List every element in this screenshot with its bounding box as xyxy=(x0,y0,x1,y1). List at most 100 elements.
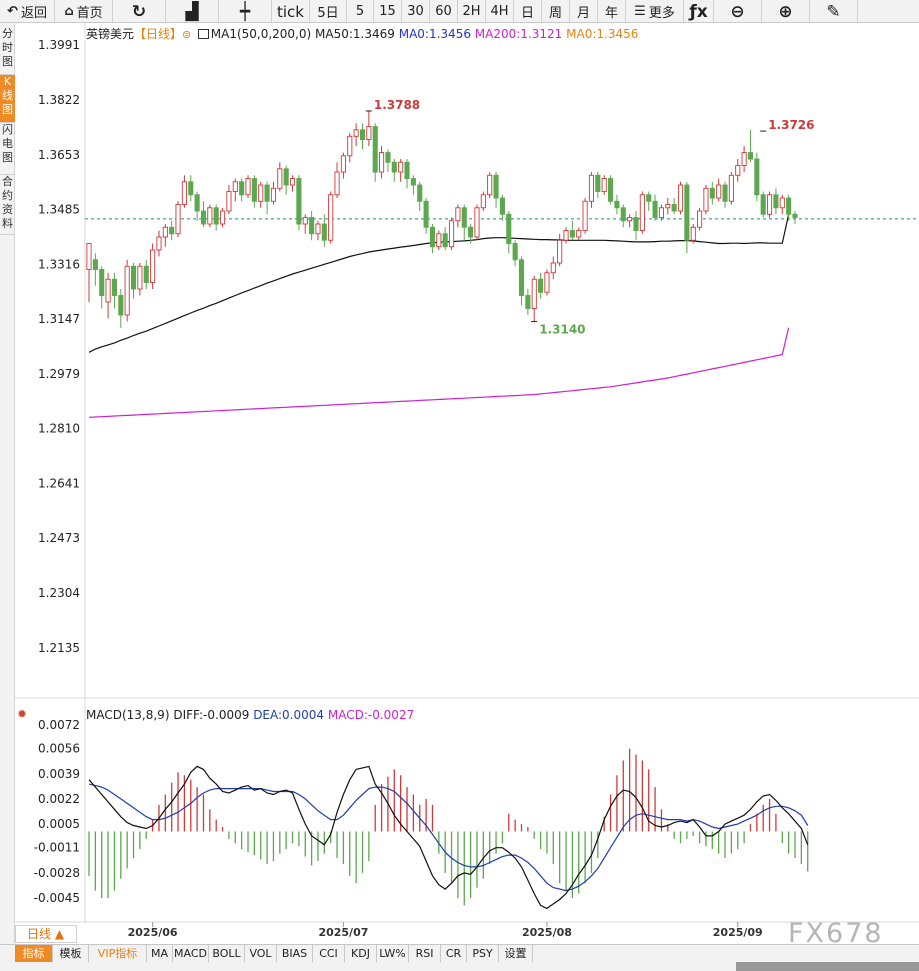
toolbar: ↶ 返回 ⌂ 首页 ↻ ▟ ┿ tick 5日 5 15 30 60 2H 4H 日周月年 ☰ 更多 ƒx ⊖ ⊕ ✎ xyxy=(0,0,919,23)
candle xyxy=(175,204,181,235)
toolbar-button-日[interactable]: 日 xyxy=(514,0,542,23)
indicator-tab-MA[interactable]: MA xyxy=(147,945,173,962)
macd-dea: DEA:0.0004 xyxy=(253,708,325,722)
toolbar-label: tick xyxy=(277,2,304,21)
candle xyxy=(188,181,194,196)
candle xyxy=(391,161,397,173)
legend-ma1: MA1(50,0,200,0) xyxy=(210,27,312,41)
candle xyxy=(264,184,270,202)
candle xyxy=(773,194,779,209)
horizontal-scrollbar[interactable] xyxy=(736,962,919,971)
toolbar-label: 60 xyxy=(435,4,452,19)
candle xyxy=(620,207,626,222)
macd-tick-label: 0.0005 xyxy=(38,817,80,831)
candle xyxy=(111,278,117,296)
toolbar-button-2H[interactable]: 2H xyxy=(458,0,486,23)
candle xyxy=(627,217,633,222)
toolbar-button-zoom-in[interactable]: ⊕ xyxy=(762,0,810,23)
candle xyxy=(767,194,773,215)
candle xyxy=(296,178,302,225)
toolbar-button-4H[interactable]: 4H xyxy=(486,0,514,23)
toolbar-button-月[interactable]: 月 xyxy=(570,0,598,23)
candle xyxy=(334,171,340,196)
indicator-tab-LW%[interactable]: LW% xyxy=(377,945,409,962)
chart-area[interactable]: 1.3991 1.3822 1.3653 1.3485 1.3316 1.3147 1.29… xyxy=(15,23,919,945)
indicator-tab-KDJ[interactable]: KDJ xyxy=(345,945,377,962)
time-tick-label: 2025/08 xyxy=(522,926,572,939)
toolbar-button-bar-chart[interactable]: ▟ xyxy=(166,0,219,23)
toolbar-button-30[interactable]: 30 xyxy=(402,0,430,23)
toolbar-button-5[interactable]: 5 xyxy=(347,0,374,23)
indicator-tab-指标[interactable]: 指标 xyxy=(15,945,53,962)
diff-line xyxy=(88,765,809,910)
price-tick-label: 1.3822 xyxy=(38,93,80,107)
candle xyxy=(302,217,308,225)
candle xyxy=(786,197,792,215)
toolbar-button-refresh[interactable]: ↻ xyxy=(113,0,166,23)
indicator-tab-VIP指标[interactable]: VIP指标 xyxy=(89,945,147,962)
toolbar-label: 月 xyxy=(576,6,590,21)
toolbar-button-返回[interactable]: ↶ 返回 xyxy=(0,0,55,23)
candle xyxy=(506,213,512,244)
candle xyxy=(156,236,162,251)
legend-symbol: 英镑美元 xyxy=(86,27,135,41)
candlestick-icon: ┿ xyxy=(239,1,251,22)
indicator-icon xyxy=(197,29,209,39)
indicator-tab-CCI[interactable]: CCI xyxy=(313,945,345,962)
indicator-tab-PSY[interactable]: PSY xyxy=(467,945,499,962)
toolbar-label: 15 xyxy=(379,4,396,19)
macd-value: MACD:-0.0027 xyxy=(327,708,415,722)
candle xyxy=(239,181,245,196)
candle xyxy=(359,129,366,140)
period-dropdown[interactable]: 日线 ▲ xyxy=(15,925,77,943)
toolbar-label: 年 xyxy=(604,6,618,21)
toolbar-button-年[interactable]: 年 xyxy=(598,0,626,23)
toolbar-button-60[interactable]: 60 xyxy=(430,0,458,23)
candle xyxy=(150,249,156,283)
indicator-tab-BOLL[interactable]: BOLL xyxy=(209,945,245,962)
indicator-tab-RSI[interactable]: RSI xyxy=(409,945,441,962)
indicator-tab-BIAS[interactable]: BIAS xyxy=(277,945,313,962)
macd-diff: DIFF:-0.0009 xyxy=(173,708,250,722)
candle xyxy=(525,295,531,309)
toolbar-button-pen[interactable]: ✎ xyxy=(810,0,858,23)
indicator-tab-MACD[interactable]: MACD xyxy=(173,945,209,962)
sidebar-tab-1[interactable]: K线图 xyxy=(0,75,15,123)
candle xyxy=(442,233,448,248)
toolbar-label: 5 xyxy=(355,4,365,19)
indicator-tab-VOL[interactable]: VOL xyxy=(245,945,277,962)
toolbar-button-15[interactable]: 15 xyxy=(374,0,402,23)
toolbar-button-周[interactable]: 周 xyxy=(542,0,570,23)
toolbar-button-首页[interactable]: ⌂ 首页 xyxy=(55,0,113,23)
toolbar-button-5日[interactable]: 5日 xyxy=(310,0,347,23)
toolbar-button-zoom-out[interactable]: ⊖ xyxy=(714,0,762,23)
price-tick-label: 1.2979 xyxy=(38,367,80,381)
candle xyxy=(124,265,130,316)
toolbar-button-function[interactable]: ƒx xyxy=(684,0,714,23)
candle xyxy=(677,184,684,212)
macd-settings-icon[interactable]: ✹ xyxy=(17,707,28,721)
candle xyxy=(321,223,327,241)
macd-name: MACD(13,8,9) xyxy=(86,708,170,722)
sidebar-tab-0[interactable]: 分时图 xyxy=(0,27,15,75)
indicator-tab-CR[interactable]: CR xyxy=(441,945,467,962)
candle xyxy=(86,243,92,270)
toolbar-button-tick[interactable]: tick xyxy=(272,0,310,23)
sidebar-tab-3[interactable]: 合约资料 xyxy=(0,175,15,235)
toolbar-label: 30 xyxy=(407,4,424,19)
sidebar-tab-2[interactable]: 闪电图 xyxy=(0,123,15,175)
candle xyxy=(544,272,550,293)
candle xyxy=(550,262,556,274)
legend-period[interactable]: 【日线】 xyxy=(134,27,183,41)
time-tick-label: 2025/06 xyxy=(128,926,178,939)
bar-chart-icon: ▟ xyxy=(185,1,199,22)
view-sidebar: 分时图 K线图 闪电图 合约资料 xyxy=(0,23,15,945)
price-tick-label: 1.2641 xyxy=(38,477,80,491)
toolbar-label: 4H xyxy=(490,4,509,19)
toolbar-button-更多[interactable]: ☰ 更多 xyxy=(626,0,684,23)
toolbar-button-candlestick[interactable]: ┿ xyxy=(219,0,272,23)
legend-ma0a: MA0:1.3456 xyxy=(398,27,471,41)
indicator-tab-模板[interactable]: 模板 xyxy=(53,945,89,962)
settings-icon[interactable]: ⊜ xyxy=(182,28,195,41)
indicator-tab-设置[interactable]: 设置 xyxy=(499,945,533,962)
